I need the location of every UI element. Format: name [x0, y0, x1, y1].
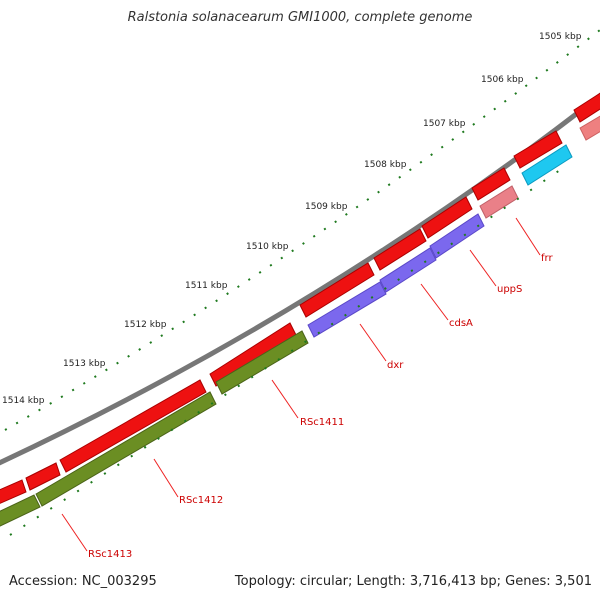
gene-feature — [59, 379, 207, 473]
kbp-labels: 1505 kbp 1506 kbp 1507 kbp 1508 kbp 1509… — [2, 32, 582, 406]
label-lines — [61, 217, 541, 552]
kbp-label: 1509 kbp — [305, 202, 348, 212]
gene-feature — [429, 213, 485, 259]
gene-labels: frr uppS cdsA dxr RSc1411 RSc1412 RSc141… — [88, 253, 553, 560]
kbp-label: 1510 kbp — [246, 242, 289, 252]
gene-label-frr: frr — [541, 253, 553, 264]
gene-feature — [25, 462, 61, 491]
gene-label-dxr: dxr — [387, 360, 404, 371]
inner-ticks — [9, 169, 561, 536]
kbp-label: 1512 kbp — [124, 320, 167, 330]
kbp-label: 1506 kbp — [481, 75, 524, 85]
gene-feature — [513, 130, 563, 169]
gene-label-upps: uppS — [497, 284, 522, 295]
kbp-label: 1513 kbp — [63, 359, 106, 369]
gene-feature — [373, 228, 427, 271]
gene-label-rsc1411: RSc1411 — [300, 417, 344, 428]
gene-feature — [573, 92, 600, 123]
accession-text: Accession: NC_003295 — [9, 574, 157, 589]
gene-feature — [0, 494, 41, 527]
gene-feature — [0, 479, 27, 504]
kbp-label: 1511 kbp — [185, 281, 228, 291]
gene-feature — [35, 391, 217, 507]
gene-label-cdsa: cdsA — [449, 318, 473, 329]
gene-label-rsc1413: RSc1413 — [88, 549, 132, 560]
gene-label-rsc1412: RSc1412 — [179, 495, 223, 506]
gene-feature — [307, 281, 387, 338]
gene-feature — [379, 247, 437, 293]
gene-feature — [521, 144, 573, 186]
gene-feature — [579, 115, 600, 141]
kbp-label: 1514 kbp — [2, 396, 45, 406]
kbp-label: 1508 kbp — [364, 160, 407, 170]
gene-feature — [471, 167, 511, 201]
map-title: Ralstonia solanacearum GMI1000, complete… — [127, 10, 473, 25]
gene-feature — [421, 196, 473, 239]
kbp-label: 1507 kbp — [423, 119, 466, 129]
gene-feature — [215, 330, 309, 395]
forward-strand-genes[interactable] — [0, 92, 600, 506]
topology-text: Topology: circular; Length: 3,716,413 bp… — [234, 574, 592, 589]
gene-feature — [299, 262, 375, 318]
backbone-ring — [0, 92, 600, 466]
tick-ring — [4, 29, 600, 431]
kbp-label: 1505 kbp — [539, 32, 582, 42]
